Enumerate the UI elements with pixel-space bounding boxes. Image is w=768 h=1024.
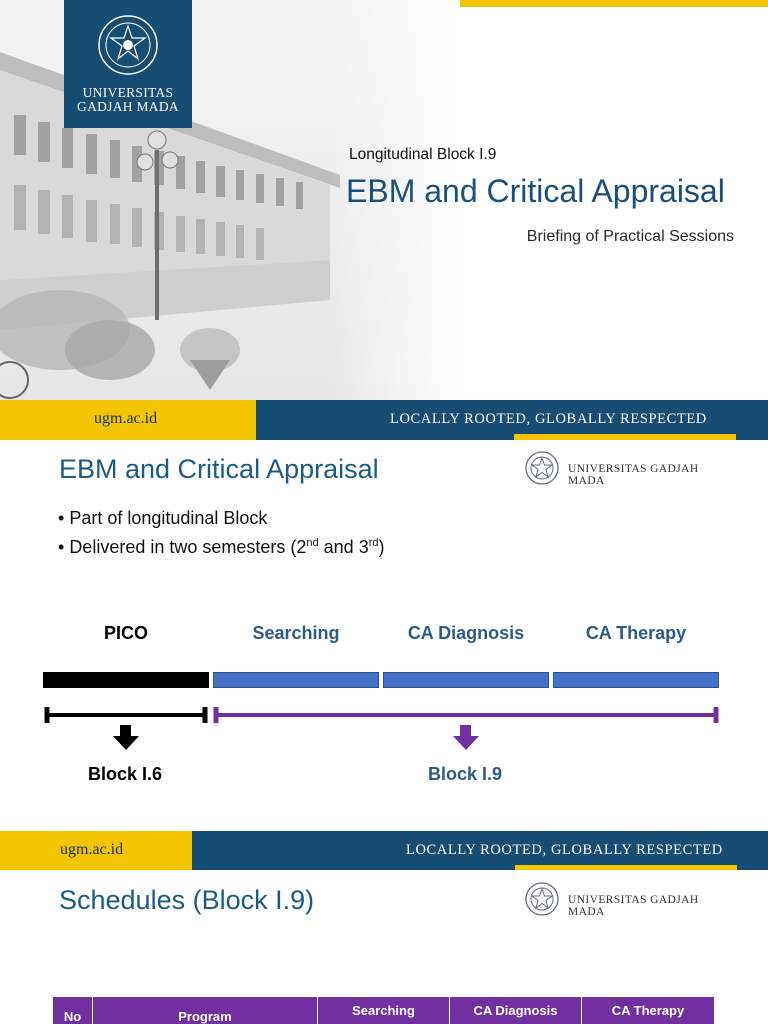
bullet-text: and 3 (318, 537, 369, 557)
phase-bar-ca-diagnosis (383, 672, 549, 688)
ugm-logo-text: UNIVERSITAS GADJAH MADA (64, 86, 192, 114)
footer-gold-stripe (514, 434, 736, 440)
header-text: CA Diagnosis (473, 1003, 558, 1018)
ugm-header-logo: UNIVERSITAS GADJAH MADA (524, 450, 734, 490)
ugm-logo-block: UNIVERSITAS GADJAH MADA (64, 0, 192, 128)
table-header-ca-therapy: CA Therapy (582, 997, 715, 1024)
slide-footer: ugm.ac.id LOCALLY ROOTED, GLOBALLY RESPE… (0, 831, 768, 870)
logo-line-2: GADJAH MADA (77, 99, 179, 114)
bullet-list: • Part of longitudinal Block • Delivered… (58, 508, 384, 566)
footer-gold-panel (0, 831, 192, 870)
block-label-i6: Block I.6 (87, 764, 163, 784)
block-label-i9: Block I.9 (427, 764, 503, 784)
footer-motto: LOCALLY ROOTED, GLOBALLY RESPECTED (406, 842, 723, 858)
phase-bar-ca-therapy (553, 672, 719, 688)
title-slide: UNIVERSITAS GADJAH MADA Longitudinal Blo… (0, 0, 768, 440)
down-arrow-icon (113, 725, 139, 750)
header-text: Program (178, 1009, 232, 1024)
bullet-text: Delivered in two semesters (2 (69, 537, 307, 557)
timeline-brackets (44, 707, 719, 750)
ugm-header-logo: UNIVERSITAS GADJAH MADA (524, 881, 734, 921)
footer-motto: LOCALLY ROOTED, GLOBALLY RESPECTED (390, 411, 707, 427)
schedules-slide: Schedules (Block I.9) UNIVERSITAS GADJAH… (0, 876, 768, 1024)
footer-navy-panel (256, 400, 768, 440)
phase-label-pico: PICO (103, 623, 148, 643)
presentation-subtitle: Briefing of Practical Sessions (526, 228, 734, 245)
slide-title: Schedules (Block I.9) (59, 885, 315, 915)
footer-navy-panel (192, 831, 768, 870)
table-header-no: No (53, 997, 93, 1024)
block-i9-bracket (213, 707, 719, 750)
table-header-ca-diagnosis: CA Diagnosis (450, 997, 582, 1024)
slide-footer: ugm.ac.id LOCALLY ROOTED, GLOBALLY RESPE… (0, 400, 768, 440)
ugm-seal-icon (98, 15, 158, 75)
block-subtitle: Longitudinal Block I.9 (349, 146, 497, 163)
logo-university-name: UNIVERSITAS GADJAH MADA (568, 894, 699, 918)
phase-label-ca-diagnosis: CA Diagnosis (407, 623, 525, 643)
slide-title: EBM and Critical Appraisal (59, 454, 379, 484)
phase-bar-searching (213, 672, 379, 688)
ugm-seal-icon (525, 882, 559, 916)
superscript: nd (306, 537, 319, 549)
logo-line-1: UNIVERSITAS (82, 85, 174, 100)
ebm-overview-slide: EBM and Critical Appraisal UNIVERSITAS G… (0, 446, 768, 870)
logo-university-name: UNIVERSITAS GADJAH MADA (568, 463, 699, 487)
footer-url: ugm.ac.id (94, 410, 158, 427)
phase-label-searching: Searching (252, 623, 340, 643)
footer-gold-stripe (515, 865, 737, 870)
phase-label-ca-therapy: CA Therapy (585, 623, 687, 643)
table-header-searching: Searching (318, 997, 450, 1024)
footer-url: ugm.ac.id (60, 841, 124, 858)
bullet-item: • Delivered in two semesters (2nd and 3r… (58, 537, 385, 557)
down-arrow-icon (453, 725, 479, 750)
bullet-text: Part of longitudinal Block (69, 508, 268, 528)
superscript: rd (368, 537, 379, 549)
bullet-text: ) (378, 537, 385, 557)
footer-gold-panel (0, 400, 256, 440)
header-text: No (63, 1009, 82, 1024)
ugm-seal-icon (525, 451, 559, 485)
header-text: Searching (352, 1003, 415, 1018)
presentation-title: EBM and Critical Appraisal (346, 173, 725, 209)
bullet-item: • Part of longitudinal Block (58, 508, 268, 528)
table-header-program: Program (93, 997, 318, 1024)
block-i6-bracket (44, 707, 208, 750)
phase-bar-pico (43, 672, 209, 688)
header-text: CA Therapy (611, 1003, 685, 1018)
